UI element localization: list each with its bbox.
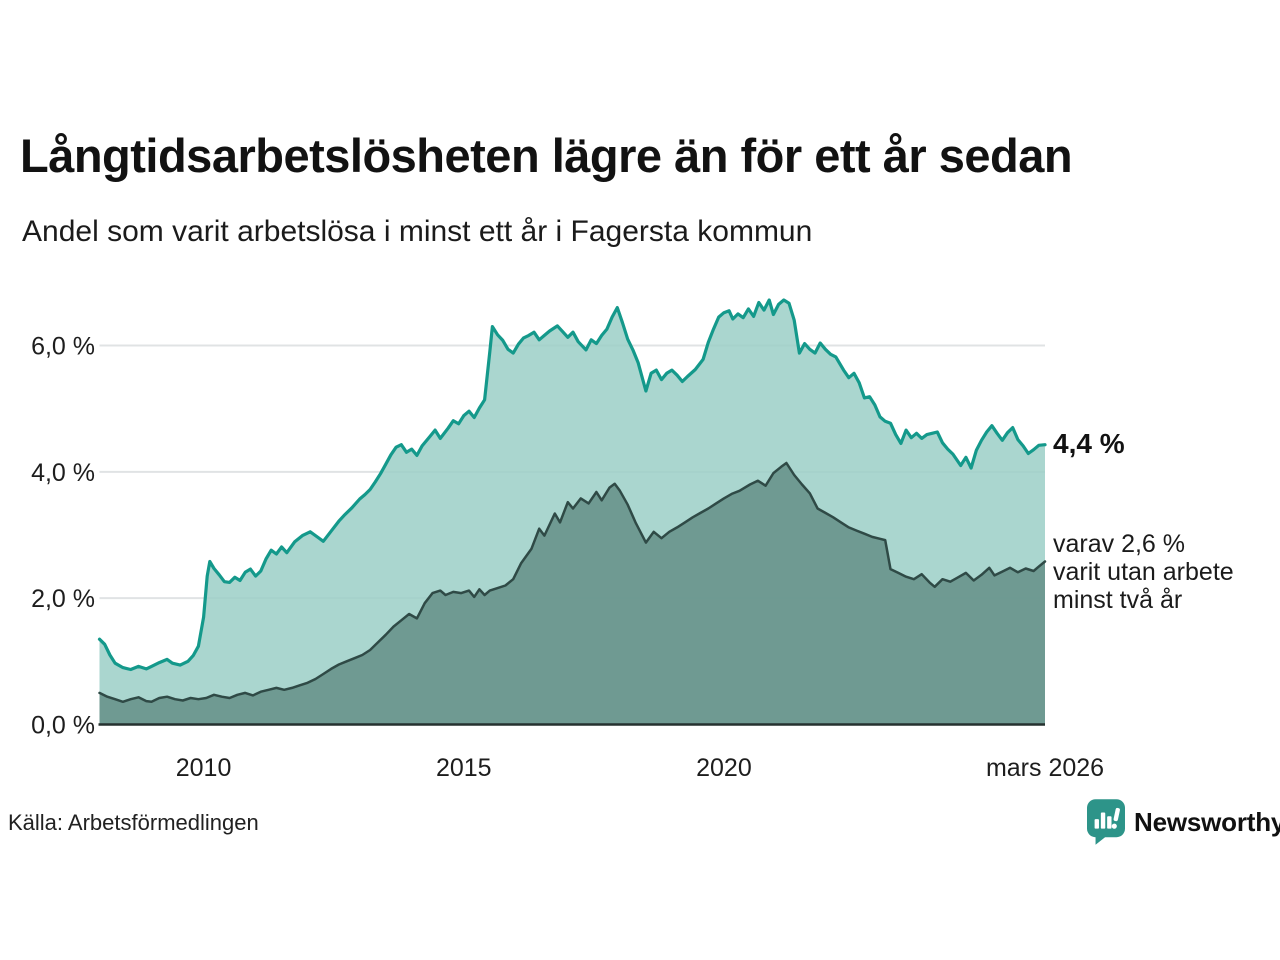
y-tick-label: 4,0 % bbox=[31, 459, 95, 487]
logo-bar-icon bbox=[1100, 812, 1106, 829]
y-tick-label: 0,0 % bbox=[31, 712, 95, 740]
x-tick-label: 2010 bbox=[176, 754, 232, 782]
secondary-annotation-line2: varit utan arbete bbox=[1053, 558, 1234, 586]
secondary-annotation: varav 2,6 % varit utan arbete minst två … bbox=[1053, 530, 1234, 614]
y-tick-label: 6,0 % bbox=[31, 333, 95, 361]
page-title: Långtidsarbetslösheten lägre än för ett … bbox=[20, 129, 1073, 182]
secondary-annotation-line1: varav 2,6 % bbox=[1053, 530, 1186, 558]
series-line-ett-ar bbox=[97, 298, 1047, 672]
logo-bar-icon bbox=[1094, 819, 1099, 829]
secondary-annotation-line3: minst två år bbox=[1053, 586, 1183, 614]
page-subtitle: Andel som varit arbetslösa i minst ett å… bbox=[22, 215, 813, 248]
newsworthy-logo-icon bbox=[1087, 799, 1125, 845]
x-tick-label: 2015 bbox=[436, 754, 492, 782]
newsworthy-wordmark: Newsworthy bbox=[1134, 806, 1280, 837]
series-line-tva-ar bbox=[98, 461, 1047, 704]
x-tick-label: mars 2026 bbox=[986, 754, 1104, 782]
x-tick-label: 2020 bbox=[696, 754, 752, 782]
newsworthy-logo: Newsworthy bbox=[1087, 799, 1280, 845]
logo-exclamation-icon bbox=[1111, 807, 1120, 829]
source-credit: Källa: Arbetsförmedlingen bbox=[8, 810, 259, 835]
logo-bar-icon bbox=[1107, 816, 1112, 829]
series-area-tva-ar bbox=[99, 463, 1045, 725]
latest-value-label: 4,4 % bbox=[1053, 428, 1125, 459]
y-tick-label: 2,0 % bbox=[31, 585, 95, 613]
